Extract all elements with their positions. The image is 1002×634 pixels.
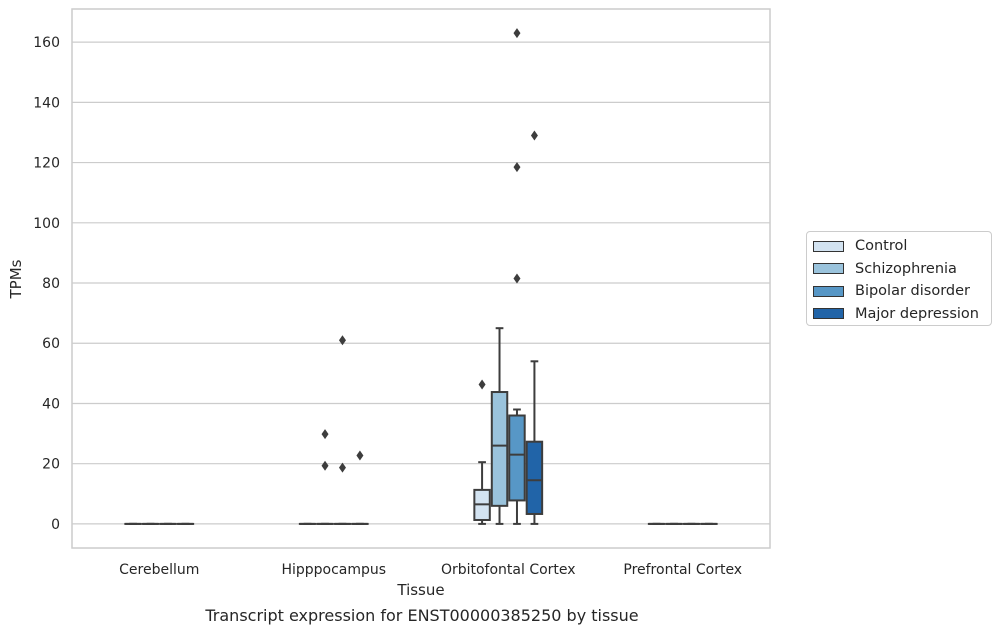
legend-swatch [813, 240, 844, 252]
plot-border [71, 8, 771, 549]
outlier-point [513, 273, 521, 284]
y-tick-label: 40 [42, 396, 60, 412]
y-tick-label: 60 [42, 336, 60, 352]
box-major-depression [351, 450, 369, 525]
outlier-point [356, 450, 364, 461]
legend-label: Major depression [855, 305, 979, 322]
outlier-point [321, 429, 329, 440]
legend-item: Schizophrenia [813, 259, 957, 279]
x-tick-label: Orbitofontal Cortex [441, 562, 576, 578]
y-tick-label: 100 [33, 216, 60, 232]
box-schizophrenia [490, 327, 509, 525]
legend-swatch [813, 308, 844, 319]
x-axis-label: Tissue [396, 581, 444, 599]
y-axis-label: TPMs [7, 259, 25, 299]
legend-swatch [813, 263, 844, 274]
outlier-point [530, 130, 538, 141]
legend-item: Control [813, 236, 907, 256]
legend-swatch [813, 285, 844, 297]
y-tick-label: 20 [42, 457, 60, 473]
outlier-point [338, 335, 346, 346]
legend-item: Bipolar disorder [813, 281, 970, 301]
outlier-point [338, 462, 346, 473]
box-control [473, 379, 491, 525]
legend-label: Bipolar disorder [855, 283, 970, 299]
legend: Control Schizophrenia Bipolar disorder Majo… [806, 231, 992, 326]
y-tick-label: 140 [33, 95, 60, 111]
y-tick-label: 0 [51, 517, 60, 533]
outlier-point [478, 379, 486, 390]
legend-label: Control [855, 238, 908, 254]
box-body [508, 414, 526, 502]
box-bipolar-disorder [508, 28, 526, 525]
chart-caption: Transcript expression for ENST0000038525… [205, 606, 639, 625]
grid-lines [72, 41, 770, 525]
outlier-point [513, 162, 521, 173]
box-plot-marks [124, 28, 718, 525]
box-major-depression [525, 130, 544, 525]
plot-frame [71, 8, 771, 549]
y-tick-label: 160 [33, 35, 60, 51]
box-bipolar-disorder [333, 335, 352, 525]
x-tick-label: Prefrontal Cortex [623, 562, 742, 578]
box-body [525, 440, 544, 515]
y-tick-labels: 0 20 40 60 80 100 120 140 160 [33, 35, 60, 533]
box-schizophrenia [316, 429, 334, 525]
x-tick-labels: Cerebellum Hipppocampus Orbitofontal Corte… [119, 562, 742, 578]
outlier-point [321, 460, 329, 471]
box-body [490, 391, 509, 507]
legend-label: Schizophrenia [855, 260, 957, 277]
y-tick-label: 120 [33, 156, 60, 172]
y-tick-label: 80 [42, 276, 60, 292]
x-tick-label: Hipppocampus [281, 562, 386, 578]
x-tick-label: Cerebellum [119, 562, 199, 578]
outlier-point [513, 28, 521, 39]
legend-item: Major depression [813, 304, 979, 324]
